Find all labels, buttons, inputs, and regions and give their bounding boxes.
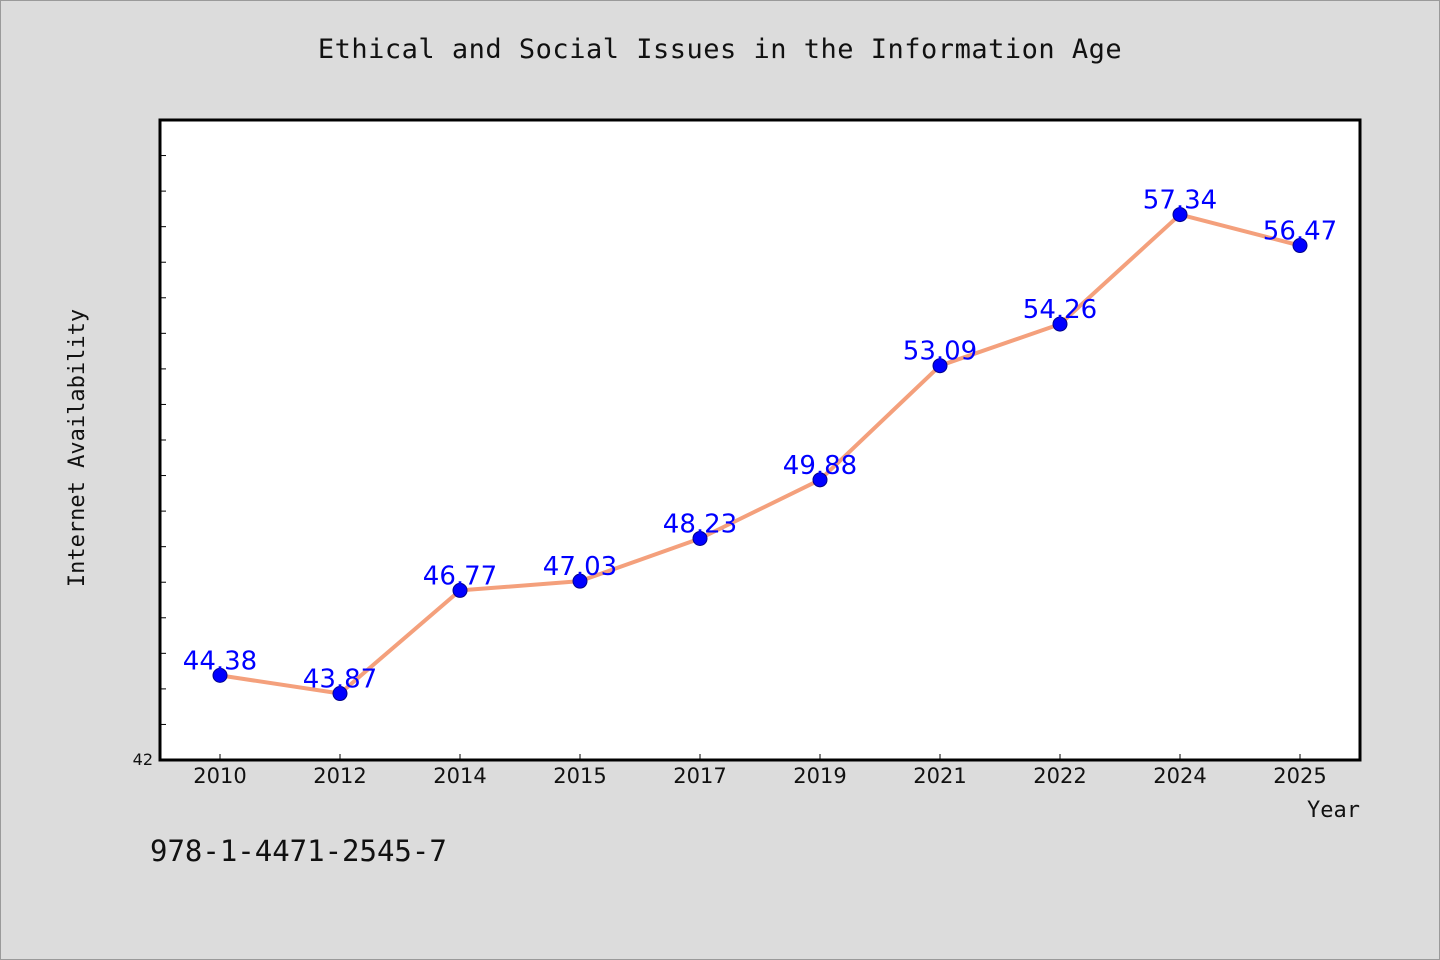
data-point — [692, 530, 708, 546]
data-point — [932, 358, 948, 374]
x-tick-label: 2014 — [433, 764, 486, 788]
x-tick-label: 2017 — [673, 764, 726, 788]
data-label: 56.47 — [1263, 217, 1337, 247]
y-axis-ticks: 42 — [133, 155, 166, 769]
data-point — [572, 573, 588, 589]
x-axis-ticks: 2010 2012 2014 2015 2017 2019 2021 2022 2024 2025 — [193, 754, 1327, 788]
data-label: 48.23 — [663, 509, 737, 539]
data-label: 44.38 — [183, 646, 257, 676]
data-point — [1052, 316, 1068, 332]
plot-area — [158, 118, 1362, 762]
x-axis-label: Year — [1307, 798, 1360, 823]
x-tick-label: 2012 — [313, 764, 366, 788]
data-point — [1172, 207, 1188, 223]
isbn-text: 978-1-4471-2545-7 — [150, 834, 447, 868]
data-label: 47.03 — [543, 552, 617, 582]
x-tick-label: 2024 — [1153, 764, 1206, 788]
series-line — [218, 212, 1302, 696]
data-point — [332, 686, 348, 702]
x-tick-label: 2025 — [1273, 764, 1326, 788]
data-label: 43.87 — [303, 665, 377, 695]
data-label: 53.09 — [903, 337, 977, 367]
data-label: 46.77 — [423, 561, 497, 591]
x-tick-label: 2010 — [193, 764, 246, 788]
chart-title: Ethical and Social Issues in the Informa… — [317, 34, 1123, 65]
x-tick-label: 2015 — [553, 764, 606, 788]
x-tick-label: 2019 — [793, 764, 846, 788]
data-point — [1292, 238, 1308, 254]
data-label: 54.26 — [1023, 295, 1097, 325]
series-layer: 44.38 43.87 46.77 47.03 48.23 49.88 53.09 54.26… — [183, 186, 1337, 702]
data-point — [212, 667, 228, 683]
data-point — [812, 472, 828, 488]
y-tick-label: 42 — [133, 750, 153, 769]
x-tick-label: 2022 — [1033, 764, 1086, 788]
x-tick-label: 2021 — [913, 764, 966, 788]
data-point — [452, 582, 468, 598]
data-label: 57.34 — [1143, 186, 1217, 216]
y-axis-label: Internet Availability — [65, 309, 90, 587]
data-label: 49.88 — [783, 451, 857, 481]
